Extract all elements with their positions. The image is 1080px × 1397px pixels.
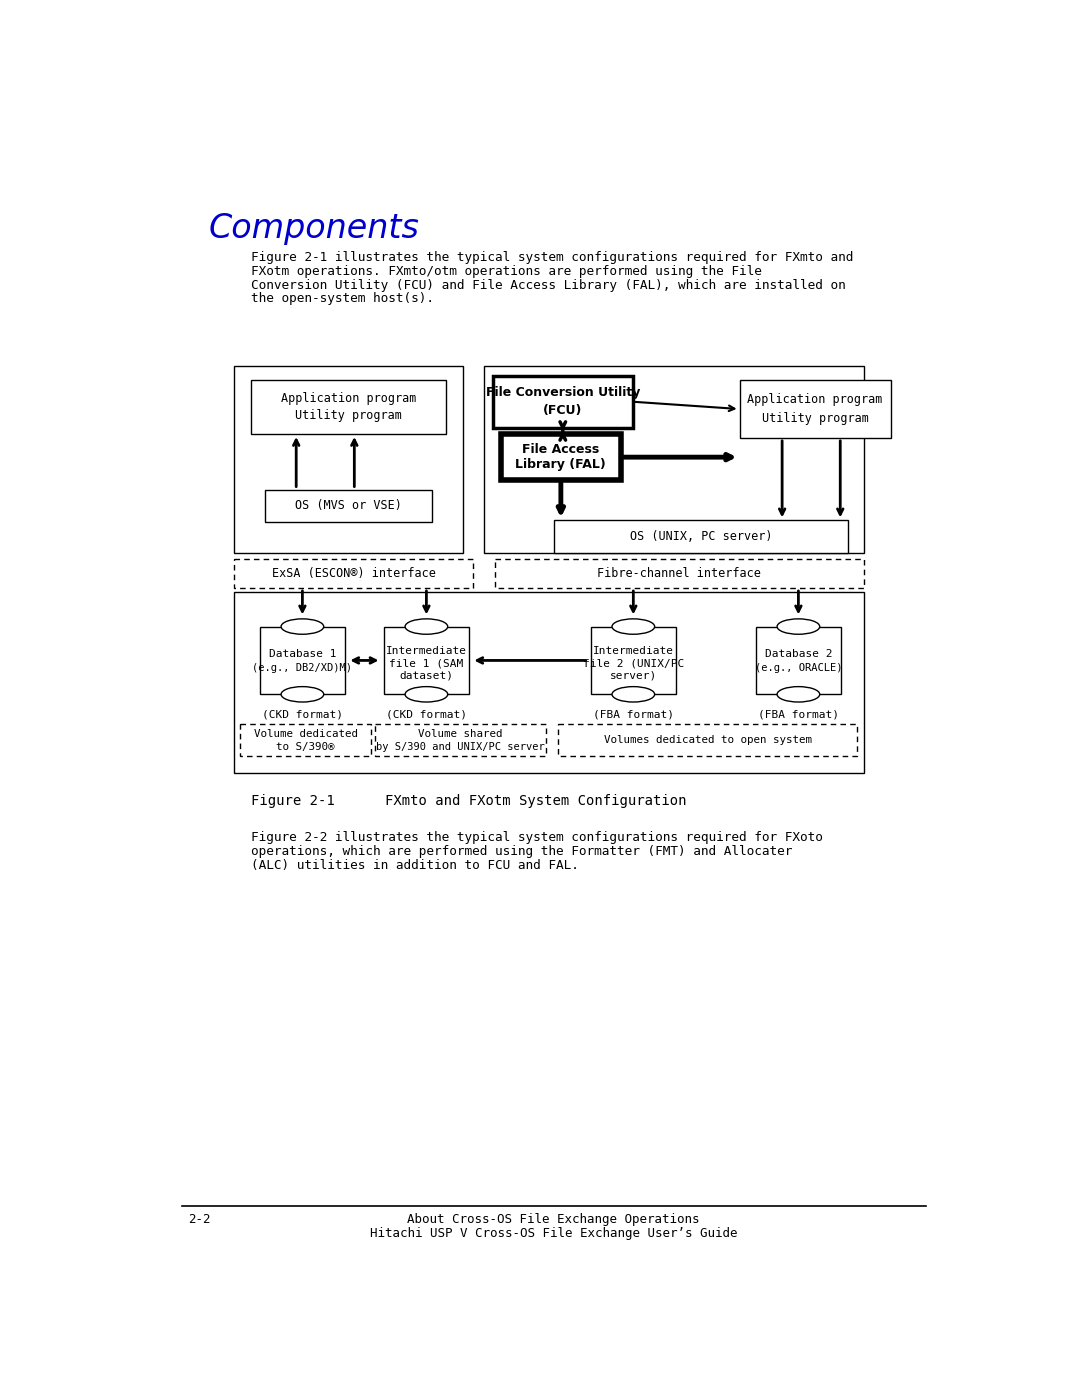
Text: operations, which are performed using the Formatter (FMT) and Allocater: operations, which are performed using th…	[252, 845, 793, 858]
Text: file 2 (UNIX/PC: file 2 (UNIX/PC	[583, 658, 684, 669]
Bar	[558, 724, 858, 756]
Bar	[234, 366, 463, 553]
Text: Intermediate: Intermediate	[593, 647, 674, 657]
Text: Fibre-channel interface: Fibre-channel interface	[597, 567, 761, 580]
Text: Utility program: Utility program	[295, 409, 402, 422]
Bar	[554, 520, 848, 553]
Text: FXotm operations. FXmto/otm operations are performed using the File: FXotm operations. FXmto/otm operations a…	[252, 264, 762, 278]
Text: Utility program: Utility program	[761, 412, 868, 425]
Text: by S/390 and UNIX/PC server: by S/390 and UNIX/PC server	[376, 742, 545, 752]
Text: Volume shared: Volume shared	[418, 729, 503, 739]
Ellipse shape	[778, 619, 820, 634]
Bar	[494, 376, 633, 427]
Text: Volumes dedicated to open system: Volumes dedicated to open system	[604, 735, 812, 745]
Ellipse shape	[281, 619, 324, 634]
Ellipse shape	[612, 619, 654, 634]
Text: Library (FAL): Library (FAL)	[515, 458, 606, 471]
Bar	[375, 724, 545, 756]
Bar	[234, 592, 864, 773]
Text: Components: Components	[208, 212, 419, 246]
Text: Figure 2-1 illustrates the typical system configurations required for FXmto and: Figure 2-1 illustrates the typical syste…	[252, 251, 853, 264]
Text: file 1 (SAM: file 1 (SAM	[389, 658, 463, 669]
Bar	[591, 627, 676, 694]
Text: Figure 2-1      FXmto and FXotm System Configuration: Figure 2-1 FXmto and FXotm System Config…	[252, 795, 687, 809]
Bar	[266, 489, 432, 522]
Ellipse shape	[405, 686, 448, 703]
Text: the open-system host(s).: the open-system host(s).	[252, 292, 434, 306]
Text: Conversion Utility (FCU) and File Access Library (FAL), which are installed on: Conversion Utility (FCU) and File Access…	[252, 278, 846, 292]
Text: Application program: Application program	[281, 393, 416, 405]
Ellipse shape	[612, 686, 654, 703]
Text: File Access: File Access	[523, 443, 599, 455]
Bar	[484, 366, 864, 553]
Bar	[241, 724, 370, 756]
Text: About Cross-OS File Exchange Operations: About Cross-OS File Exchange Operations	[407, 1214, 700, 1227]
Text: (e.g., ORACLE): (e.g., ORACLE)	[755, 664, 842, 673]
Text: OS (MVS or VSE): OS (MVS or VSE)	[295, 499, 402, 513]
Text: Database 2: Database 2	[765, 650, 833, 659]
Text: (CKD format): (CKD format)	[386, 710, 467, 719]
Text: (e.g., DB2/XD)M): (e.g., DB2/XD)M)	[253, 664, 352, 673]
Bar	[260, 627, 345, 694]
Bar	[383, 627, 469, 694]
Ellipse shape	[778, 686, 820, 703]
Text: (FBA format): (FBA format)	[593, 710, 674, 719]
Bar	[252, 380, 446, 434]
Bar	[495, 559, 864, 588]
Text: (ALC) utilities in addition to FCU and FAL.: (ALC) utilities in addition to FCU and F…	[252, 859, 579, 872]
Text: OS (UNIX, PC server): OS (UNIX, PC server)	[630, 529, 772, 543]
Text: dataset): dataset)	[400, 671, 454, 680]
Text: Figure 2-2 illustrates the typical system configurations required for FXoto: Figure 2-2 illustrates the typical syste…	[252, 831, 823, 844]
Text: 2-2: 2-2	[188, 1214, 211, 1227]
Text: Application program: Application program	[747, 393, 882, 407]
Bar	[740, 380, 891, 437]
Text: (FBA format): (FBA format)	[758, 710, 839, 719]
Text: ExSA (ESCON®) interface: ExSA (ESCON®) interface	[271, 567, 435, 580]
Text: Hitachi USP V Cross-OS File Exchange User’s Guide: Hitachi USP V Cross-OS File Exchange Use…	[369, 1227, 738, 1241]
Ellipse shape	[281, 686, 324, 703]
Text: to S/390®: to S/390®	[276, 742, 335, 752]
Bar	[234, 559, 473, 588]
Text: Volume dedicated: Volume dedicated	[254, 729, 357, 739]
Text: (FCU): (FCU)	[543, 405, 582, 418]
Ellipse shape	[405, 619, 448, 634]
Text: Intermediate: Intermediate	[386, 647, 467, 657]
Text: (CKD format): (CKD format)	[261, 710, 343, 719]
Text: server): server)	[610, 671, 657, 680]
Bar	[756, 627, 841, 694]
Text: Database 1: Database 1	[269, 650, 336, 659]
Bar	[501, 434, 621, 481]
Text: File Conversion Utility: File Conversion Utility	[486, 386, 640, 400]
